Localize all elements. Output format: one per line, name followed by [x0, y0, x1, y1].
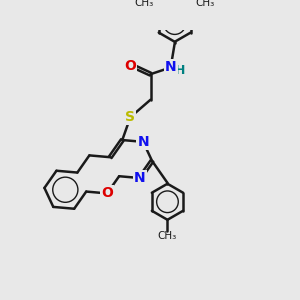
- Text: N: N: [137, 135, 149, 149]
- Text: S: S: [125, 110, 135, 124]
- Text: N: N: [134, 171, 146, 185]
- Text: CH₃: CH₃: [135, 0, 154, 8]
- Text: CH₃: CH₃: [195, 0, 214, 8]
- Text: N: N: [165, 61, 176, 74]
- Text: O: O: [124, 59, 136, 73]
- Text: CH₃: CH₃: [158, 231, 177, 241]
- Text: O: O: [101, 186, 113, 200]
- Text: H: H: [175, 64, 185, 77]
